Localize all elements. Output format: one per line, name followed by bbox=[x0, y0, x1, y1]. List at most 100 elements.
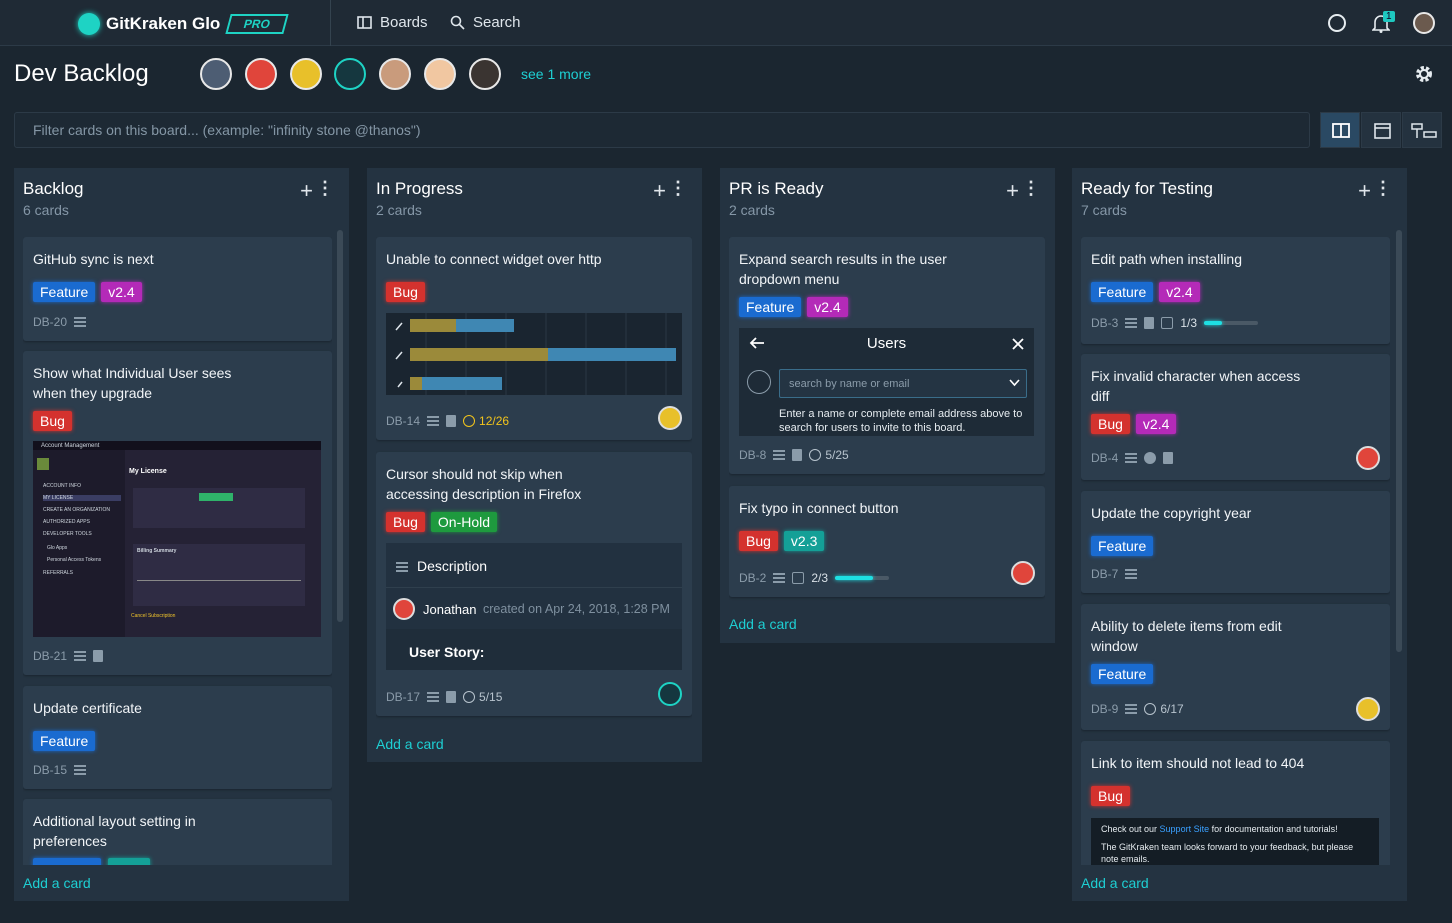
menu-item: AUTHORIZED APPS bbox=[43, 519, 90, 525]
label: Bug bbox=[33, 411, 72, 431]
card-id: DB-14 bbox=[386, 414, 421, 428]
support-link[interactable]: Support Site bbox=[1159, 824, 1210, 834]
board-view-button[interactable] bbox=[1320, 112, 1360, 148]
add-button[interactable]: + bbox=[653, 178, 666, 203]
decoration bbox=[37, 458, 49, 470]
label: Bug bbox=[1091, 414, 1130, 434]
decoration: DB-9 6/17 bbox=[1091, 700, 1184, 718]
decoration: Feature v2.4 bbox=[739, 297, 848, 317]
search-icon bbox=[450, 15, 465, 30]
decoration bbox=[395, 322, 403, 388]
card-title: Unable to connect widget over http bbox=[386, 251, 602, 267]
nav-label: Search bbox=[473, 14, 521, 31]
decoration: Bug bbox=[33, 411, 72, 431]
add-card-link[interactable]: Add a card bbox=[729, 616, 797, 632]
card[interactable]: Update certificate Feature DB-15 bbox=[23, 686, 332, 789]
label: Feature bbox=[1091, 664, 1154, 684]
card[interactable]: Fix invalid character when access diff B… bbox=[1081, 354, 1390, 480]
description-icon bbox=[74, 317, 87, 327]
top-bar: GitKraken Glo PRO Boards Search 1 bbox=[0, 0, 1452, 46]
search-nav[interactable]: Search bbox=[450, 14, 521, 31]
scrollbar bbox=[337, 230, 343, 622]
add-card-link[interactable]: Add a card bbox=[376, 736, 444, 752]
screenshot-attachment: Account Management ACCOUNT INFO MY LICEN… bbox=[33, 441, 321, 637]
divider bbox=[330, 0, 331, 46]
attachment-icon bbox=[1163, 452, 1174, 464]
card[interactable]: Link to item should not lead to 404 Bug … bbox=[1081, 741, 1390, 865]
menu-button[interactable]: ⋮ bbox=[316, 178, 334, 198]
column: In Progress 2 cards + ⋮ Unable to connect… bbox=[367, 168, 702, 762]
card-id: DB-17 bbox=[386, 690, 421, 704]
menu-button[interactable]: ⋮ bbox=[1374, 178, 1392, 198]
card[interactable]: Edit path when installing Feature v2.4 DB… bbox=[1081, 237, 1390, 344]
column-title: Ready for Testing bbox=[1081, 179, 1213, 198]
card[interactable]: Cursor should not skip when accessing de… bbox=[376, 452, 692, 716]
user-search-input[interactable]: search by name or email bbox=[779, 369, 1027, 398]
card-title: Cursor should not skip when accessing de… bbox=[386, 466, 582, 502]
label: v2.4 bbox=[101, 282, 142, 302]
summary-heading: Billing Summary bbox=[137, 548, 177, 554]
card[interactable]: GitHub sync is next Feature v2.4 DB-20 bbox=[23, 237, 332, 341]
decoration bbox=[1416, 66, 1432, 82]
label: v2.4 bbox=[1159, 282, 1200, 302]
card-title: Expand search results in the user dropdo… bbox=[739, 251, 947, 287]
card[interactable]: Additional layout setting in preferences bbox=[23, 799, 332, 865]
checklist-progress bbox=[835, 576, 890, 580]
label: v2.3 bbox=[783, 531, 825, 551]
calendar-view-button[interactable] bbox=[1361, 112, 1401, 148]
card[interactable]: Ability to delete items from edit window… bbox=[1081, 604, 1390, 730]
description-icon bbox=[74, 651, 87, 661]
description-icon bbox=[427, 416, 440, 426]
card-id: DB-21 bbox=[33, 649, 68, 663]
card-title: Update the copyright year bbox=[1091, 505, 1252, 521]
label: v2.4 bbox=[807, 297, 848, 317]
card[interactable]: Show what Individual User sees when they… bbox=[23, 351, 332, 675]
label: Feature bbox=[739, 297, 802, 317]
card-title: Edit path when installing bbox=[1091, 251, 1242, 267]
assignee-avatar bbox=[1011, 561, 1035, 585]
card[interactable]: Update the copyright year Feature DB-7 bbox=[1081, 491, 1390, 593]
label: On-Hold bbox=[430, 512, 498, 532]
add-button[interactable]: + bbox=[1358, 178, 1371, 203]
decoration bbox=[1379, 30, 1383, 33]
decoration bbox=[1374, 123, 1391, 139]
card-title: Additional layout setting in preferences bbox=[33, 813, 196, 849]
settings-button[interactable] bbox=[1415, 65, 1433, 83]
add-button[interactable]: + bbox=[300, 178, 313, 203]
card-list: GitHub sync is next Feature v2.4 DB-20 Sh… bbox=[23, 237, 332, 865]
see-more-link[interactable]: see 1 more bbox=[521, 66, 592, 82]
description-icon bbox=[74, 765, 87, 775]
checklist-count: 2/3 bbox=[811, 571, 829, 585]
menu-button[interactable]: ⋮ bbox=[669, 178, 687, 198]
boards-nav[interactable]: Boards bbox=[357, 14, 428, 31]
decoration: Feature bbox=[33, 731, 96, 751]
user-icon bbox=[747, 370, 771, 394]
card[interactable]: Expand search results in the user dropdo… bbox=[729, 237, 1045, 474]
add-card-link[interactable]: Add a card bbox=[1081, 875, 1149, 891]
menu-button[interactable]: ⋮ bbox=[1022, 178, 1040, 198]
card[interactable]: Unable to connect widget over http Bug D… bbox=[376, 237, 692, 440]
user-avatar[interactable] bbox=[1413, 12, 1435, 34]
card[interactable]: Fix typo in connect button Bug v2.3 DB-2 2… bbox=[729, 486, 1045, 597]
decoration bbox=[397, 381, 403, 388]
due-date: 6/17 bbox=[1144, 702, 1184, 716]
close-button[interactable] bbox=[1012, 338, 1024, 350]
author-avatar bbox=[393, 598, 415, 620]
help-button[interactable] bbox=[1328, 14, 1346, 32]
note-line: Check out our Support Site for documenta… bbox=[1101, 823, 1369, 835]
scrollbar bbox=[1396, 230, 1402, 652]
attachment-icon bbox=[93, 650, 104, 662]
decoration: Bug On-Hold bbox=[386, 512, 498, 532]
member-avatar bbox=[334, 58, 366, 90]
decoration bbox=[137, 580, 301, 581]
card-id: DB-20 bbox=[33, 315, 68, 329]
add-card-link[interactable]: Add a card bbox=[23, 875, 91, 891]
decoration: DB-15 bbox=[33, 761, 87, 779]
decoration bbox=[1332, 123, 1350, 138]
screenshot-sidebar: ACCOUNT INFO MY LICENSE CREATE AN ORGANI… bbox=[33, 450, 125, 637]
add-button[interactable]: + bbox=[1006, 178, 1019, 203]
decoration bbox=[458, 23, 465, 30]
filter-input[interactable]: Filter cards on this board... (example: … bbox=[14, 112, 1310, 148]
brand[interactable]: GitKraken Glo PRO bbox=[78, 12, 290, 36]
timeline-view-button[interactable] bbox=[1402, 112, 1442, 148]
